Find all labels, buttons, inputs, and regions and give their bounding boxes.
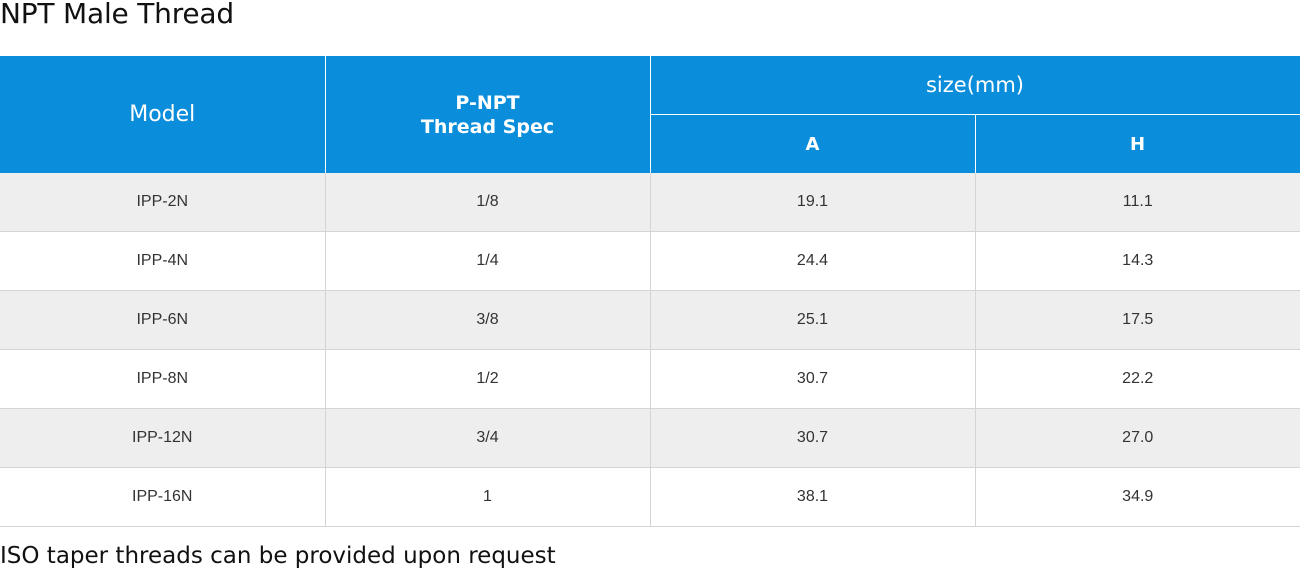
- column-header-a: A: [650, 114, 976, 173]
- thread-spec-line2: Thread Spec: [420, 115, 555, 138]
- table-row: IPP-8N 1/2 30.7 22.2: [0, 349, 1300, 409]
- cell-thread: 3/4: [324, 408, 650, 468]
- column-header-thread-spec: P-NPT Thread Spec: [324, 56, 651, 173]
- cell-model: IPP-2N: [0, 173, 325, 232]
- cell-model: IPP-4N: [0, 231, 325, 291]
- cell-a: 30.7: [649, 349, 975, 409]
- cell-h: 27.0: [974, 408, 1300, 468]
- cell-model: IPP-6N: [0, 290, 325, 350]
- table-header: Model P-NPT Thread Spec size(mm) A H: [0, 56, 1300, 173]
- cell-h: 34.9: [974, 467, 1300, 527]
- page-title: NPT Male Thread: [0, 0, 234, 30]
- cell-model: IPP-8N: [0, 349, 325, 409]
- cell-thread: 3/8: [324, 290, 650, 350]
- cell-thread: 1/4: [324, 231, 650, 291]
- cell-a: 24.4: [649, 231, 975, 291]
- table-row: IPP-4N 1/4 24.4 14.3: [0, 231, 1300, 291]
- cell-h: 14.3: [974, 231, 1300, 291]
- spec-table: Model P-NPT Thread Spec size(mm) A H IPP…: [0, 56, 1300, 527]
- cell-a: 30.7: [649, 408, 975, 468]
- cell-h: 22.2: [974, 349, 1300, 409]
- table-row: IPP-2N 1/8 19.1 11.1: [0, 173, 1300, 232]
- column-group-size: size(mm): [649, 56, 1300, 115]
- cell-thread: 1: [324, 467, 650, 527]
- footnote: ISO taper threads can be provided upon r…: [0, 543, 556, 569]
- column-header-model: Model: [0, 56, 326, 173]
- table-body: IPP-2N 1/8 19.1 11.1 IPP-4N 1/4 24.4 14.…: [0, 173, 1300, 527]
- cell-a: 25.1: [649, 290, 975, 350]
- cell-thread: 1/2: [324, 349, 650, 409]
- table-row: IPP-16N 1 38.1 34.9: [0, 467, 1300, 527]
- thread-spec-line1: P-NPT: [455, 91, 520, 114]
- table-row: IPP-12N 3/4 30.7 27.0: [0, 408, 1300, 468]
- cell-a: 38.1: [649, 467, 975, 527]
- cell-h: 17.5: [974, 290, 1300, 350]
- cell-h: 11.1: [974, 173, 1300, 232]
- cell-thread: 1/8: [324, 173, 650, 232]
- cell-a: 19.1: [649, 173, 975, 232]
- table-row: IPP-6N 3/8 25.1 17.5: [0, 290, 1300, 350]
- cell-model: IPP-12N: [0, 408, 325, 468]
- cell-model: IPP-16N: [0, 467, 325, 527]
- column-header-h: H: [974, 114, 1300, 173]
